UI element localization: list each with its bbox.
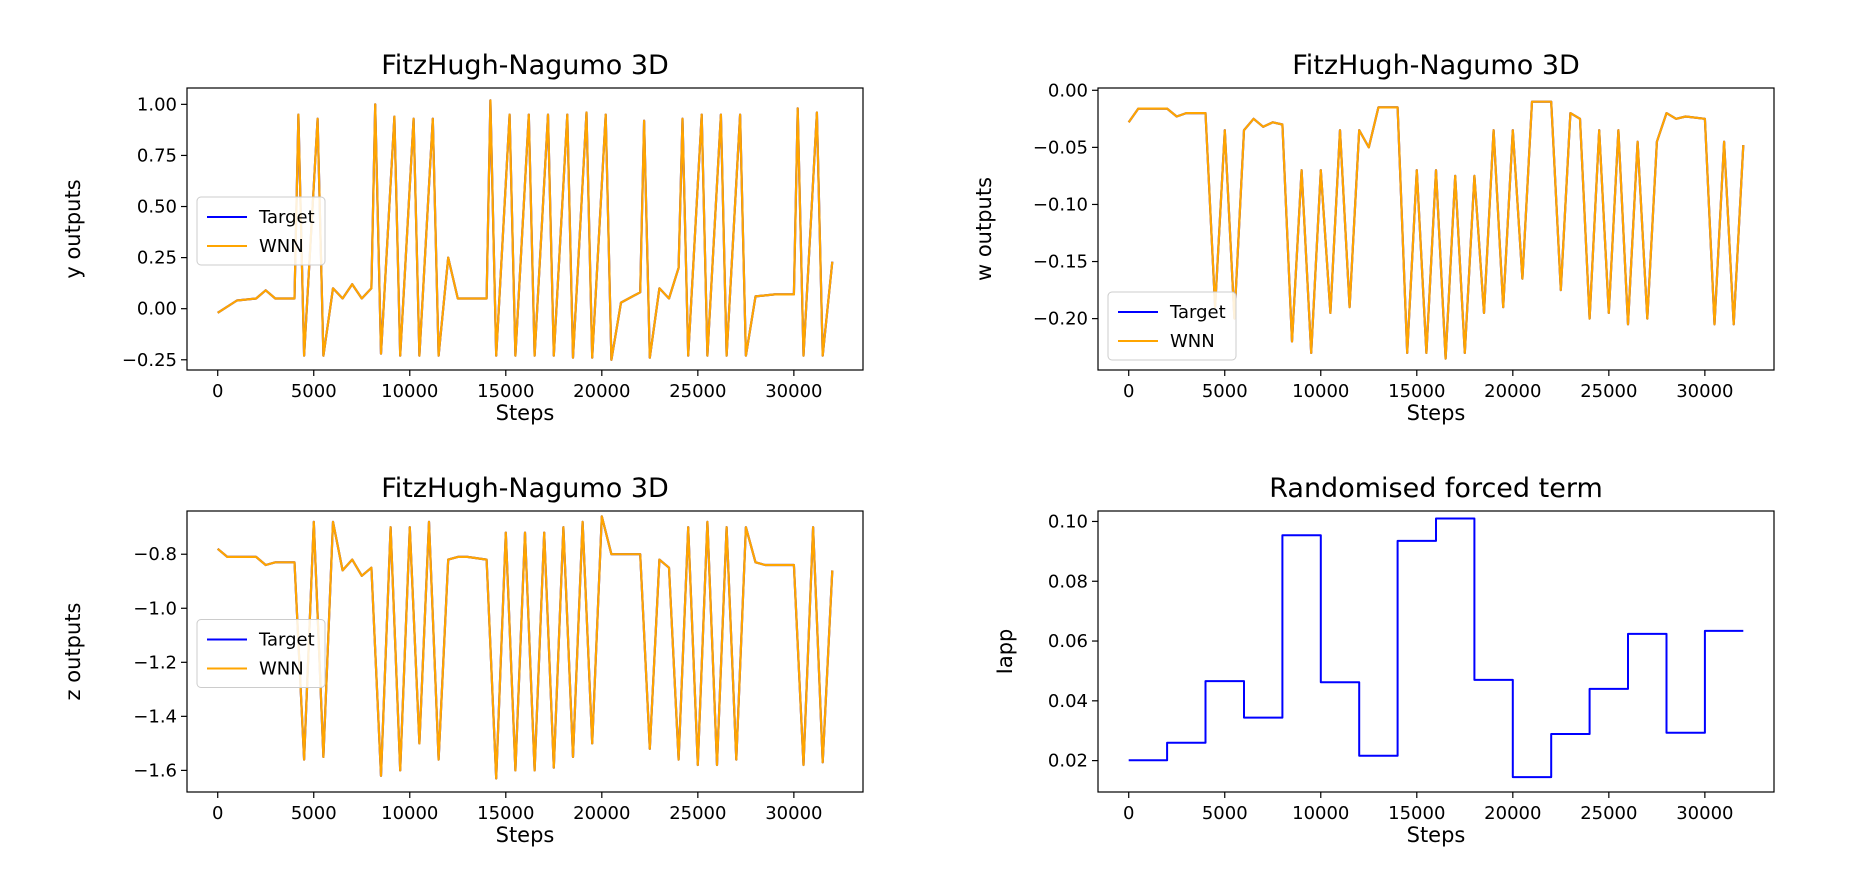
x-tick-label: 5000 [291,803,337,824]
y-tick-label: 0.00 [137,299,177,320]
x-tick-label: 0 [1123,803,1134,824]
x-tick-label: 30000 [765,381,822,402]
x-tick-label: 10000 [1292,381,1349,402]
y-tick-label: −0.8 [133,544,177,565]
legend-label-wnn: WNN [259,236,304,257]
legend-box [1107,291,1237,361]
y-axis-label: y outputs [61,179,85,278]
legend: Target WNN [196,196,326,266]
x-tick-label: 10000 [1292,803,1349,824]
y-tick-label: −0.10 [1033,194,1088,215]
chart-title: FitzHugh-Nagumo 3D [381,473,669,504]
y-tick-label: 0.06 [1048,631,1088,652]
y-tick-label: −1.0 [133,598,177,619]
y-tick-label: −0.15 [1033,252,1088,273]
x-tick-label: 0 [212,803,223,824]
x-tick-label: 10000 [381,803,438,824]
y-axis-label: z outputs [61,603,85,701]
chart-panel-4: Randomised forced term 0 5000 10000 15000 200… [993,473,1775,847]
legend-label-target: Target [258,207,315,228]
legend-label-target: Target [1169,302,1226,323]
x-tick-label: 30000 [1676,803,1733,824]
chart-panel-2: FitzHugh-Nagumo 3D 0 5000 10000 15000 20000 25… [972,50,1775,425]
y-tick-label: 0.08 [1048,571,1088,592]
y-tick-label: 0.10 [1048,511,1088,532]
x-tick-label: 15000 [477,381,534,402]
chart-title: FitzHugh-Nagumo 3D [1292,50,1580,81]
legend-box [196,196,326,266]
y-tick-label: −1.4 [133,706,177,727]
x-tick-label: 5000 [1202,381,1248,402]
x-tick-label: 20000 [1484,381,1541,402]
x-tick-label: 10000 [381,381,438,402]
x-tick-label: 20000 [573,803,630,824]
plot-frame [186,510,864,793]
y-tick-label: −1.2 [133,652,177,673]
legend-label-wnn: WNN [259,659,304,680]
x-tick-label: 20000 [1484,803,1541,824]
y-tick-label: 0.50 [137,197,177,218]
series-line-wnn [216,515,834,780]
plot-frame [1097,87,1775,371]
y-tick-label: −0.25 [122,350,177,371]
x-axis-label: Steps [1407,401,1466,425]
y-tick-label: 0.04 [1048,691,1088,712]
x-tick-label: 15000 [1388,803,1445,824]
plot-frame [1097,510,1775,793]
x-tick-label: 0 [212,381,223,402]
series-line-wnn [217,99,834,361]
legend-box [196,619,326,688]
y-tick-label: 0.02 [1048,751,1088,772]
legend-label-wnn: WNN [1170,331,1215,352]
chart-title: FitzHugh-Nagumo 3D [381,50,669,81]
x-tick-label: 15000 [1388,381,1445,402]
x-tick-label: 5000 [1202,803,1248,824]
chart-panel-1: FitzHugh-Nagumo 3D 0 5000 10000 15000 20000 25… [61,50,864,425]
x-tick-label: 25000 [669,381,726,402]
y-tick-label: −1.6 [133,760,177,781]
x-tick-label: 25000 [1580,803,1637,824]
legend: Target WNN [1107,291,1237,361]
y-tick-label: 0.25 [137,248,177,269]
y-tick-label: 1.00 [137,94,177,115]
y-tick-label: 0.00 [1048,80,1088,101]
x-axis-label: Steps [496,823,555,847]
x-tick-label: 15000 [477,803,534,824]
x-tick-label: 0 [1123,381,1134,402]
y-axis-label: w outputs [972,177,996,281]
x-tick-label: 25000 [669,803,726,824]
chart-title: Randomised forced term [1269,473,1603,504]
x-tick-label: 25000 [1580,381,1637,402]
plot-frame [186,87,864,371]
x-tick-label: 5000 [291,381,337,402]
y-tick-label: −0.05 [1033,137,1088,158]
legend: Target WNN [196,619,326,688]
x-tick-label: 30000 [765,803,822,824]
series-line-wnn [1127,100,1745,360]
series-line-iapp [1128,517,1744,779]
y-tick-label: 0.75 [137,145,177,166]
x-axis-label: Steps [496,401,555,425]
x-tick-label: 30000 [1676,381,1733,402]
legend-label-target: Target [258,630,315,651]
x-axis-label: Steps [1407,823,1466,847]
y-tick-label: −0.20 [1033,309,1088,330]
x-tick-label: 20000 [573,381,630,402]
y-axis-label: Iapp [993,629,1017,675]
chart-panel-3: FitzHugh-Nagumo 3D 0 5000 10000 15000 20000 25… [61,473,864,847]
